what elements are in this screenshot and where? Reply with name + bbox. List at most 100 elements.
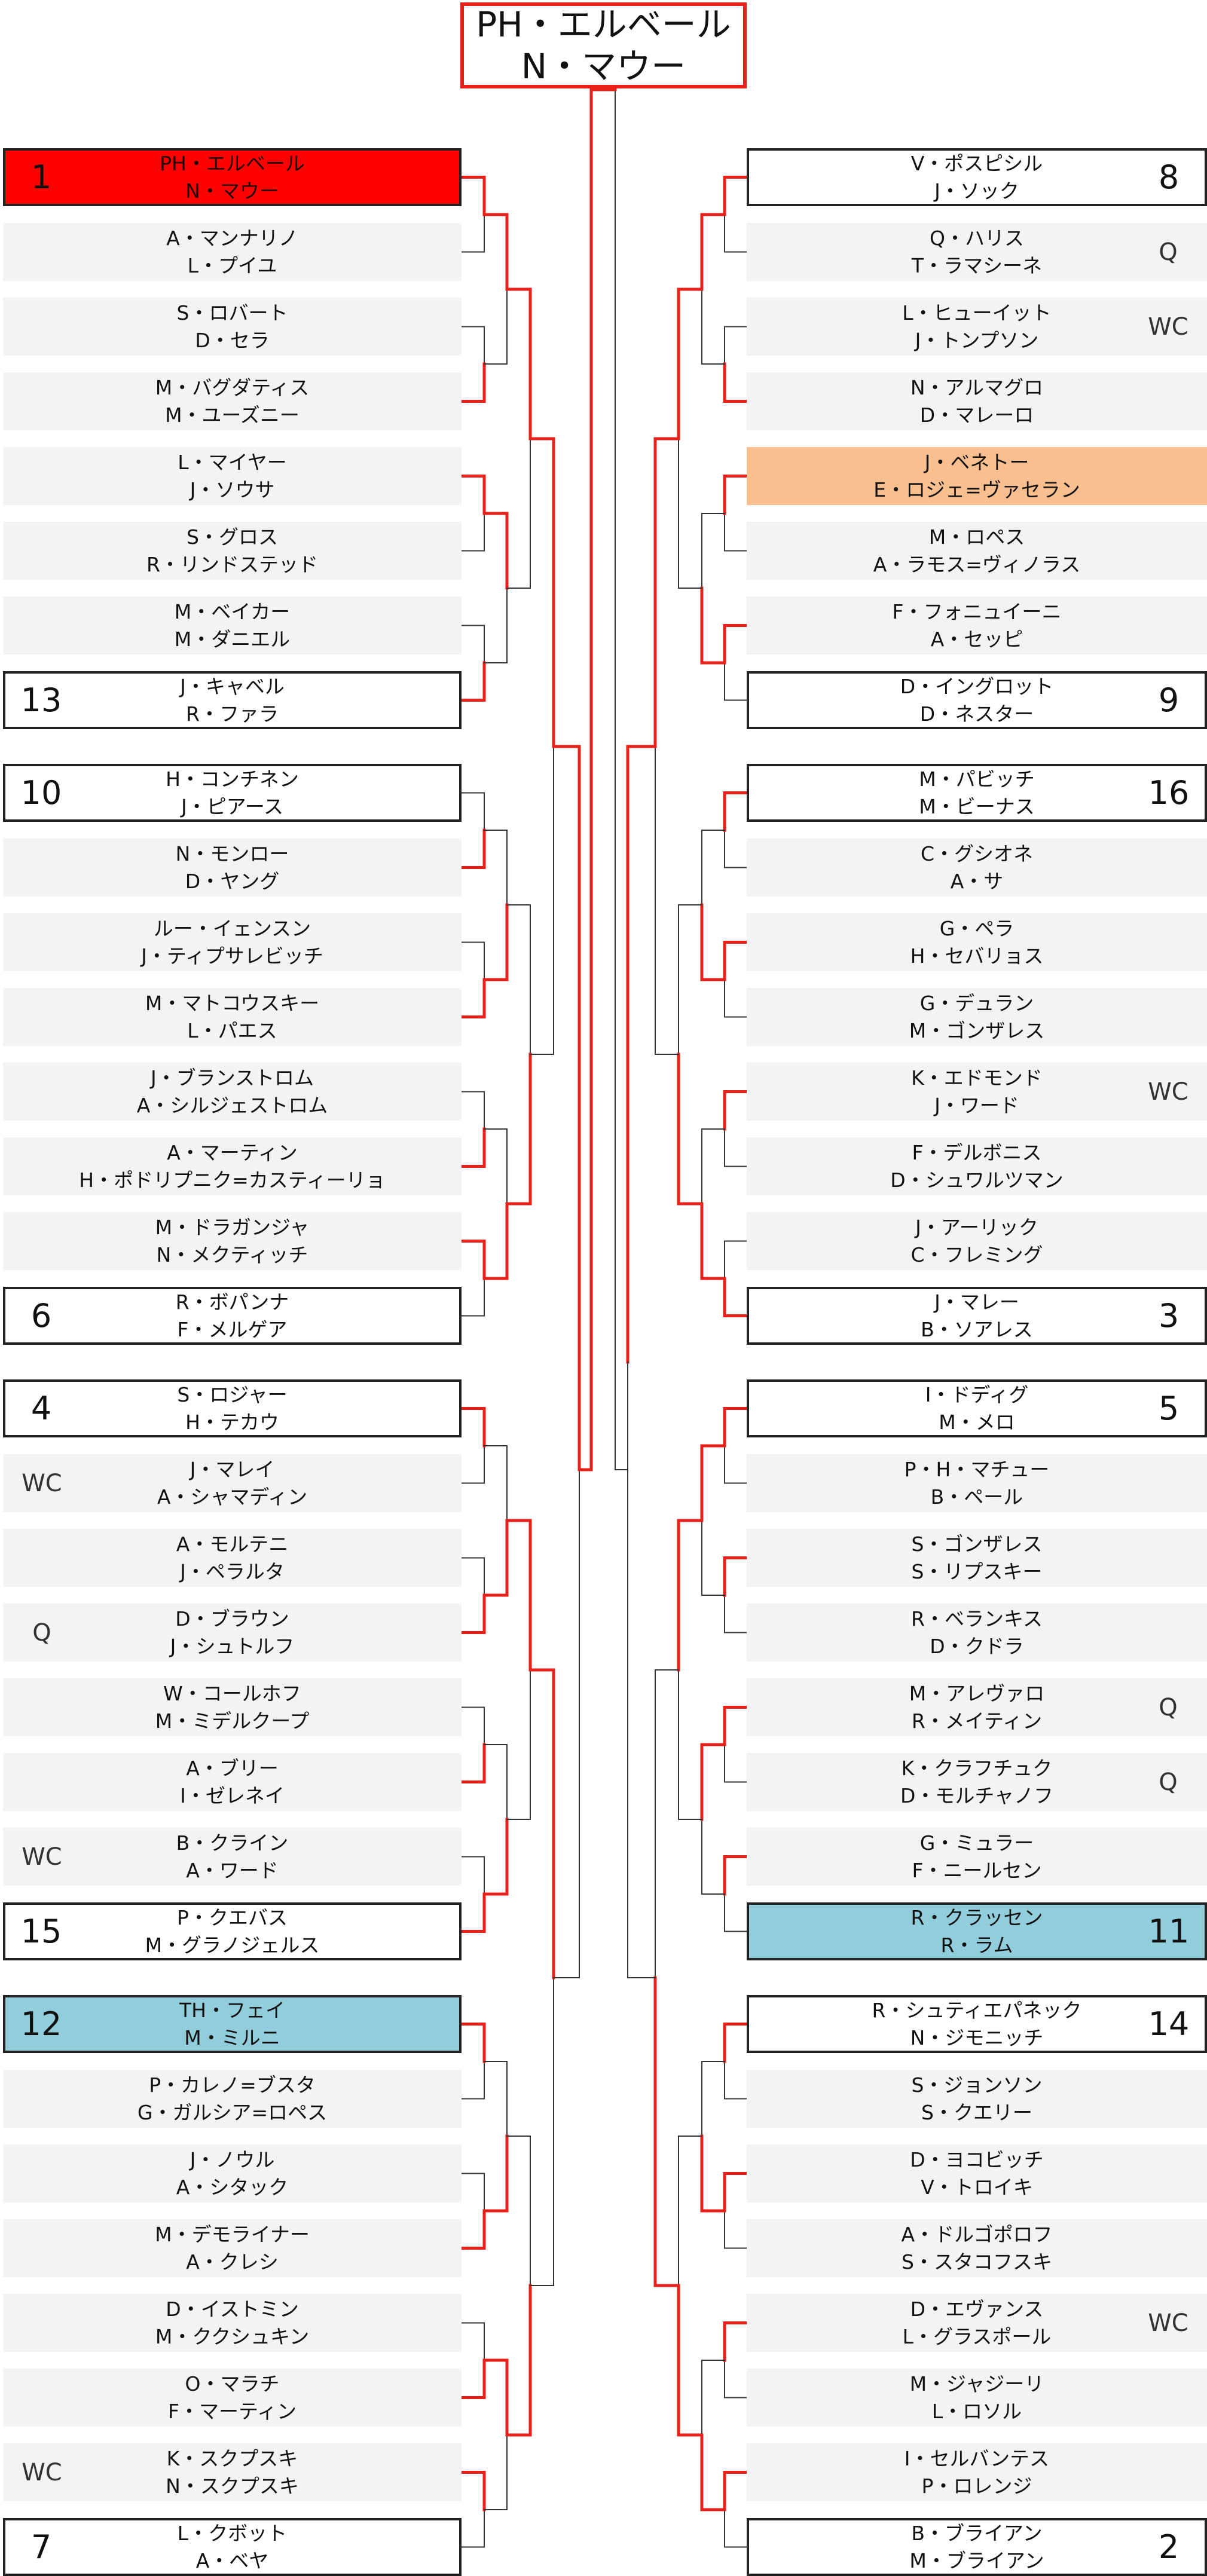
player-name: A・サ bbox=[950, 869, 1004, 893]
pair-names: M・ロペス A・ラモス=ヴィノラス bbox=[747, 522, 1207, 580]
pair-names: W・コールホフ M・ミデルクープ bbox=[3, 1678, 462, 1736]
player-name: M・バグダティス bbox=[155, 375, 310, 399]
player-name: D・シュワルツマン bbox=[890, 1168, 1064, 1192]
player-name: K・エドモンド bbox=[911, 1066, 1043, 1090]
seed-number: 12 bbox=[20, 2005, 62, 2043]
pair-names: J・アーリック C・フレミング bbox=[747, 1212, 1207, 1270]
player-name: W・コールホフ bbox=[163, 1681, 301, 1705]
entry-left-7: M・ベイカー M・ダニエル bbox=[3, 596, 462, 654]
entry-left-10: N・モンロー D・ヤング bbox=[3, 839, 462, 897]
pair-names: B・クライン A・ワード bbox=[3, 1828, 462, 1886]
entry-right-2: Q・ハリス T・ラマシーネ Q bbox=[747, 223, 1207, 281]
entry-tag: Q bbox=[32, 1619, 51, 1647]
entry-right-21: M・アレヴァロ R・メイティン Q bbox=[747, 1678, 1207, 1736]
player-name: M・ベイカー bbox=[174, 599, 291, 623]
entry-right-11: G・ペラ H・セバリョス bbox=[747, 913, 1207, 971]
pair-names: S・ゴンザレス S・リプスキー bbox=[747, 1529, 1207, 1587]
pair-names: M・ドラガンジャ N・メクティッチ bbox=[3, 1212, 462, 1270]
player-name: N・マウー bbox=[185, 179, 279, 203]
player-name: J・ブランストロム bbox=[150, 1066, 314, 1090]
entry-right-32: B・ブライアン M・ブライアン 2 bbox=[747, 2518, 1207, 2576]
player-name: A・マーティン bbox=[167, 1140, 298, 1164]
player-name: T・ラマシーネ bbox=[911, 253, 1043, 277]
entry-left-26: P・カレノ=ブスタ G・ガルシア=ロペス bbox=[3, 2070, 462, 2128]
pair-names: A・マンナリノ L・プイユ bbox=[3, 223, 462, 281]
pair-names: R・クラッセン R・ラム bbox=[749, 1905, 1205, 1958]
pair-names: I・ドディグ M・メロ bbox=[749, 1382, 1205, 1435]
pair-names: A・マーティン H・ポドリプニク=カスティーリョ bbox=[3, 1137, 462, 1195]
pair-names: S・グロス R・リンドステッド bbox=[3, 522, 462, 580]
pair-names: A・ドルゴポロフ S・スタコフスキ bbox=[747, 2219, 1207, 2277]
player-name: H・ポドリプニク=カスティーリョ bbox=[79, 1168, 386, 1192]
pair-names: J・マレイ A・シャマディン bbox=[3, 1454, 462, 1512]
pair-names: S・ジョンソン S・クエリー bbox=[747, 2070, 1207, 2128]
entry-right-29: D・エヴァンス L・グラスポール WC bbox=[747, 2294, 1207, 2352]
entry-left-12: M・マトコウスキー L・パエス bbox=[3, 988, 462, 1046]
player-name: D・イングロット bbox=[900, 674, 1054, 698]
player-name: G・ガルシア=ロペス bbox=[137, 2100, 328, 2124]
entry-right-15: J・アーリック C・フレミング bbox=[747, 1212, 1207, 1270]
player-name: A・シャマディン bbox=[157, 1485, 308, 1509]
player-name: H・テカウ bbox=[185, 1410, 279, 1434]
player-name: C・フレミング bbox=[910, 1243, 1043, 1266]
player-name: R・シュティエパネック bbox=[872, 1998, 1082, 2022]
player-name: E・ロジェ=ヴァセラン bbox=[873, 478, 1080, 501]
player-name: J・ベネトー bbox=[924, 450, 1029, 474]
pair-names: P・H・マチュー B・ペール bbox=[747, 1454, 1207, 1512]
entry-left-23: B・クライン A・ワード WC bbox=[3, 1828, 462, 1886]
player-name: D・モルチャノフ bbox=[900, 1783, 1054, 1807]
player-name: M・ゴンザレス bbox=[909, 1018, 1045, 1042]
player-name: A・ベヤ bbox=[195, 2549, 269, 2572]
pair-names: L・マイヤー J・ソウサ bbox=[3, 447, 462, 505]
player-name: ルー・イェンスン bbox=[153, 916, 311, 940]
pair-names: K・エドモンド J・ワード bbox=[747, 1063, 1207, 1121]
player-name: J・アーリック bbox=[915, 1215, 1038, 1239]
pair-names: D・ヨコビッチ V・トロイキ bbox=[747, 2144, 1207, 2202]
player-name: J・トンプソン bbox=[915, 328, 1039, 352]
player-name: P・H・マチュー bbox=[904, 1457, 1050, 1481]
pair-names: N・アルマグロ D・マレーロ bbox=[747, 372, 1207, 430]
player-name: B・ブライアン bbox=[911, 2521, 1043, 2545]
player-name: J・ピアース bbox=[181, 794, 284, 818]
player-name: N・モンロー bbox=[175, 842, 289, 865]
player-name: S・ロジャー bbox=[177, 1382, 288, 1406]
seed-number: 2 bbox=[1158, 2528, 1180, 2566]
seed-number: 14 bbox=[1148, 2005, 1190, 2043]
pair-names: Q・ハリス T・ラマシーネ bbox=[747, 223, 1207, 281]
entry-left-28: M・デモライナー A・クレシ bbox=[3, 2219, 462, 2277]
player-name: J・ソウサ bbox=[190, 478, 275, 501]
player-name: G・デュラン bbox=[919, 991, 1034, 1015]
pair-names: D・イングロット D・ネスター bbox=[749, 674, 1205, 727]
player-name: A・シタック bbox=[176, 2175, 289, 2199]
player-name: A・ラモス=ヴィノラス bbox=[873, 552, 1081, 576]
player-name: N・メクティッチ bbox=[156, 1243, 308, 1266]
entry-left-2: A・マンナリノ L・プイユ bbox=[3, 223, 462, 281]
player-name: O・マラチ bbox=[185, 2372, 280, 2396]
player-name: D・セラ bbox=[195, 328, 270, 352]
entry-left-3: S・ロバート D・セラ bbox=[3, 298, 462, 356]
player-name: D・クドラ bbox=[930, 1634, 1024, 1658]
champion-box: PH・エルベール N・マウー bbox=[460, 2, 747, 88]
player-name: P・クエバス bbox=[177, 1905, 288, 1929]
entry-right-3: L・ヒューイット J・トンプソン WC bbox=[747, 298, 1207, 356]
entry-left-32: L・クボット A・ベヤ 7 bbox=[3, 2518, 462, 2576]
player-name: J・ノウル bbox=[190, 2147, 275, 2171]
player-name: D・ヤング bbox=[185, 869, 280, 893]
entry-tag: WC bbox=[22, 2458, 62, 2486]
player-name: M・ククシュキン bbox=[155, 2324, 310, 2348]
player-name: M・ドラガンジャ bbox=[155, 1215, 310, 1239]
seed-number: 9 bbox=[1158, 681, 1180, 719]
player-name: J・ワード bbox=[934, 1093, 1019, 1117]
pair-names: R・シュティエパネック N・ジモニッチ bbox=[749, 1997, 1205, 2051]
entry-right-31: I・セルバンテス P・ロレンジ bbox=[747, 2443, 1207, 2501]
pair-names: S・ロバート D・セラ bbox=[3, 298, 462, 356]
pair-names: D・エヴァンス L・グラスポール bbox=[747, 2294, 1207, 2352]
player-name: M・グラノジェルス bbox=[145, 1933, 320, 1957]
player-name: P・カレノ=ブスタ bbox=[149, 2073, 316, 2097]
seed-number: 6 bbox=[30, 1297, 52, 1335]
entry-tag: Q bbox=[1159, 1768, 1178, 1796]
player-name: F・デルボニス bbox=[912, 1140, 1042, 1164]
pair-names: J・ブランストロム A・シルジェストロム bbox=[3, 1063, 462, 1121]
player-name: H・セバリョス bbox=[910, 944, 1044, 968]
entry-tag: Q bbox=[1159, 238, 1178, 266]
